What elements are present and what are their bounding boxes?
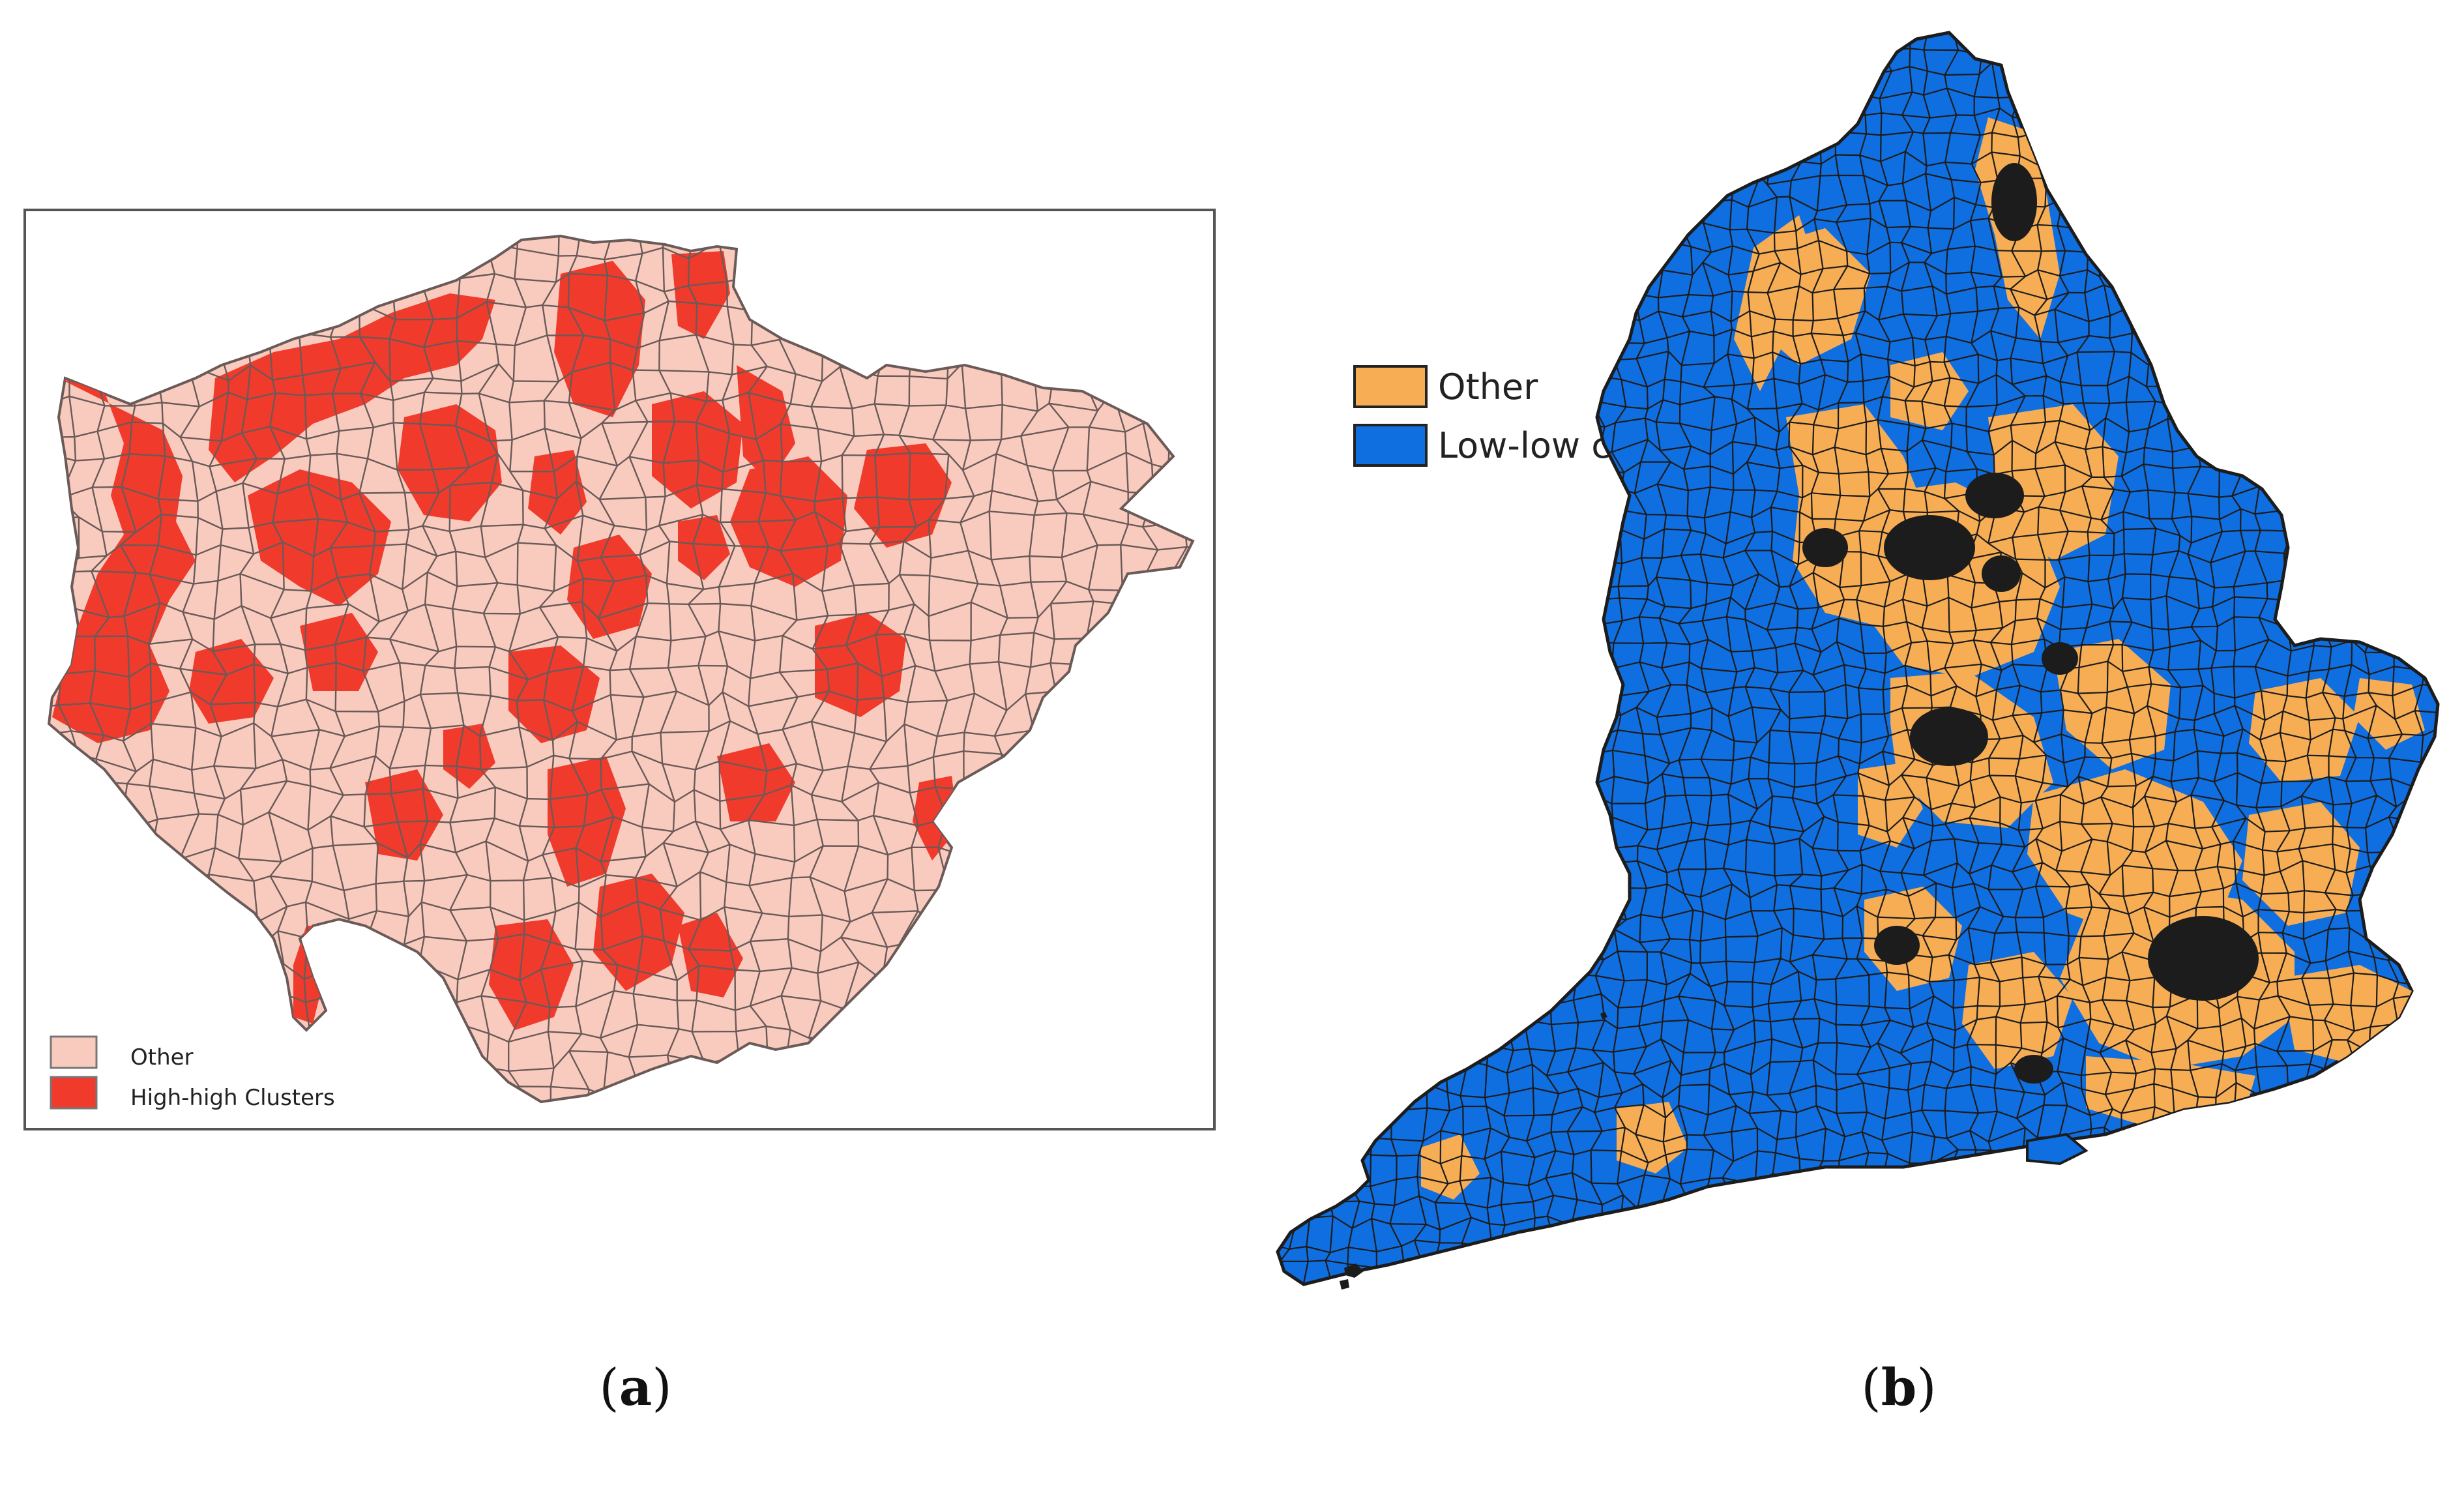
- isles-of-scilly: [1340, 1263, 1364, 1290]
- legend-a-label-other: Other: [130, 1044, 194, 1070]
- legend-a-swatch-other: [50, 1035, 98, 1069]
- panel-a: Other High-high Clusters (a): [23, 209, 1216, 1417]
- london-cluster-enfield: [554, 261, 645, 417]
- england-urban-sheffield: [1982, 555, 2021, 592]
- england-other-wessex: [1962, 952, 2073, 1069]
- england-other-yorkshire-dales: [1890, 352, 1969, 430]
- panel-b: Other Low-low cluster: [1257, 18, 2464, 1417]
- england-other-essex: [2242, 802, 2360, 926]
- london-cluster-north: [671, 251, 730, 339]
- england-map: [1257, 18, 2464, 1290]
- london-cluster-central: [567, 535, 652, 639]
- england-other-cornwall: [1421, 1134, 1480, 1200]
- london-cluster-west: [52, 378, 196, 743]
- bristol-channel-island: [1600, 1012, 1607, 1019]
- england-other-east-midlands: [2053, 639, 2171, 769]
- legend-b-swatch-low-low: [1353, 424, 1428, 467]
- england-other-devon: [1617, 1102, 1688, 1174]
- london-cluster-east: [730, 456, 847, 587]
- caption-b: (b): [1861, 1358, 1936, 1417]
- england-urban-southampton: [2014, 1055, 2053, 1084]
- isle-of-wight: [2026, 1132, 2089, 1166]
- england-urban-newcastle: [1991, 163, 2037, 241]
- legend-a-label-high-high: High-high Clusters: [130, 1085, 335, 1111]
- london-cluster-croydon: [593, 874, 684, 991]
- england-other-yorkshire: [1988, 404, 2119, 561]
- london-cluster-ealing: [300, 613, 378, 691]
- england-urban-leeds: [1965, 473, 2024, 518]
- london-cluster-northwest: [209, 293, 495, 482]
- london-cluster-waltham: [737, 365, 795, 482]
- legend-a-swatch-high-high: [50, 1076, 98, 1110]
- london-cluster-hackney: [678, 515, 730, 580]
- legend-b-label-other: Other: [1438, 366, 1538, 407]
- england-other-cumbria-coast: [1734, 215, 1819, 391]
- london-map: [48, 235, 1194, 1103]
- england-dense-urban-areas: [1802, 163, 2259, 1084]
- caption-a: (a): [599, 1358, 671, 1417]
- legend-b-swatch-other: [1353, 365, 1428, 408]
- panel-a-legend: Other High-high Clusters: [50, 1035, 335, 1111]
- london-cluster-southwark: [508, 645, 600, 743]
- london-cluster-lewisham: [717, 743, 795, 821]
- england-urban-london: [2148, 916, 2259, 1001]
